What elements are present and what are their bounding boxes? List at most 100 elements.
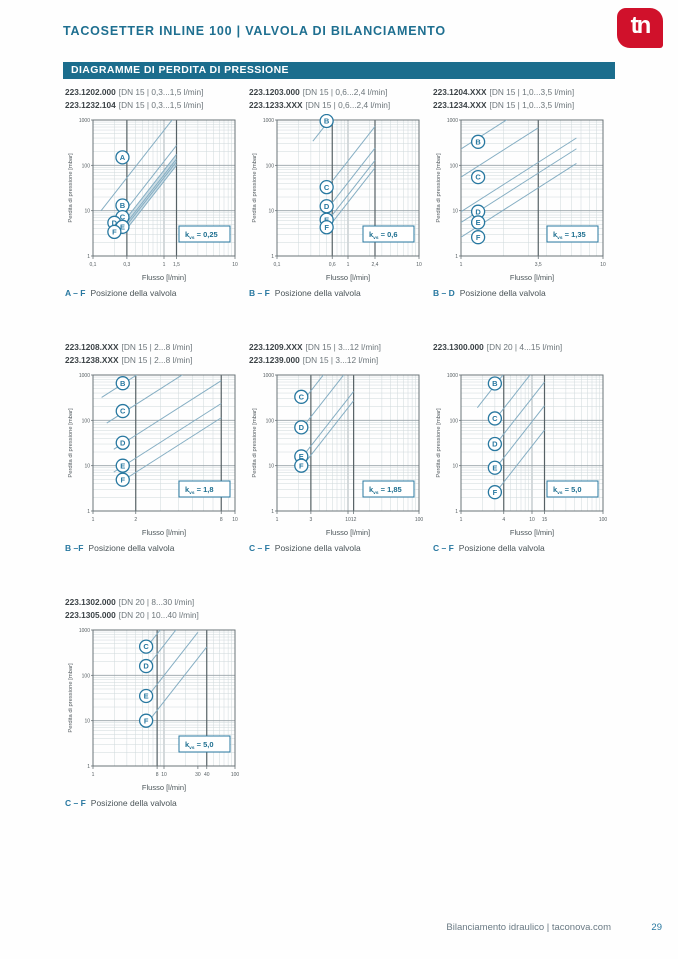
x-tick-label: 40 [204, 772, 210, 778]
valve-position-marker [470, 134, 486, 149]
valve-line-D [461, 137, 577, 213]
product-codes: 223.1300.000 [DN 20 | 4...15 l/min] [433, 341, 615, 369]
valve-position-label: B [324, 117, 330, 126]
product-code-line: 223.1202.000 [DN 15 | 0,3...1,5 l/min] [65, 86, 247, 99]
product-codes: 223.1202.000 [DN 15 | 0,3...1,5 l/min] 223… [65, 86, 247, 114]
x-tick-label: 10 [416, 262, 422, 268]
y-axis-title: Perdita di pressione [mbar] [68, 153, 74, 223]
x-tick-label: 100 [231, 772, 240, 778]
x-tick-label: 10 [232, 262, 238, 268]
x-axis-title: Flusso [l/min] [510, 528, 554, 537]
valve-position-marker [487, 436, 503, 452]
valve-position-marker [138, 639, 154, 654]
product-code-line: 223.1300.000 [DN 20 | 4...15 l/min] [433, 341, 615, 354]
valve-position-marker [319, 220, 334, 235]
caption-text: Posizione della valvola [274, 543, 361, 553]
x-tick-label: 10 [345, 517, 351, 523]
taconova-logo-icon: tn [617, 8, 663, 48]
valve-position-label: E [324, 215, 329, 224]
caption-text: Posizione della valvola [90, 288, 177, 298]
x-axis-title: Flusso [l/min] [326, 273, 370, 282]
chart-caption: C – F Posizione della valvola [65, 798, 247, 808]
y-tick-label: 1 [87, 509, 90, 515]
kvs-badge [178, 735, 231, 753]
y-tick-label: 10 [268, 464, 274, 470]
valve-line-E [495, 405, 545, 469]
chart-caption: B –F Posizione della valvola [65, 543, 247, 553]
x-tick-label: 12 [351, 517, 357, 523]
x-tick-label: 15 [542, 517, 548, 523]
product-spec: [DN 15 | 0,3...1,5 l/min] [118, 100, 204, 110]
valve-line-E [331, 160, 376, 216]
valve-position-marker [138, 658, 154, 674]
chart-caption: A – F Posizione della valvola [65, 288, 247, 298]
product-code: 223.1300.000 [433, 342, 484, 352]
product-spec: [DN 15 | 3...12 l/min] [305, 342, 381, 352]
kvs-badge [178, 480, 231, 498]
caption-valve-range: B – D [433, 288, 455, 298]
caption-text: Posizione della valvola [459, 288, 546, 298]
y-tick-label: 10 [452, 464, 458, 470]
x-tick-label: 100 [415, 517, 424, 523]
valve-position-marker [138, 688, 154, 704]
y-tick-label: 100 [82, 673, 91, 679]
valve-position-marker [115, 472, 130, 487]
x-tick-label: 1 [460, 262, 463, 268]
chart-block: 223.1203.000 [DN 15 | 0,6...2,4 l/min] 223… [247, 86, 431, 298]
valve-position-marker [487, 485, 503, 500]
kvs-value: kvs = 5,0 [553, 485, 582, 496]
product-spec: [DN 15 | 1,0...3,5 l/min] [489, 87, 575, 97]
plot-border [92, 374, 236, 512]
x-tick-label: 2,4 [372, 262, 379, 268]
product-codes: 223.1203.000 [DN 15 | 0,6...2,4 l/min] 223… [249, 86, 431, 114]
valve-line-D [113, 380, 222, 450]
product-spec: [DN 20 | 10...40 l/min] [118, 610, 199, 620]
valve-position-marker [487, 376, 503, 391]
valve-line-B [461, 120, 508, 150]
valve-position-label: E [144, 692, 149, 701]
x-tick-label: 3,5 [535, 262, 542, 268]
pressure-loss-chart: B C D E F kvs = 5,0 1000 100 10 11 4 10 15 100 Perdita… [436, 373, 607, 537]
valve-position-label: F [120, 475, 125, 484]
x-axis-title: Flusso [l/min] [142, 528, 186, 537]
valve-position-label: B [492, 379, 498, 388]
valve-line-F [145, 646, 208, 726]
valve-position-label: F [476, 233, 481, 242]
valve-position-label: B [475, 137, 481, 146]
y-tick-label: 10 [452, 209, 458, 215]
product-code: 223.1238.XXX [65, 355, 119, 365]
y-tick-label: 1000 [447, 373, 458, 379]
x-tick-label: 8 [156, 772, 159, 778]
y-tick-label: 10 [84, 719, 90, 725]
product-code-line: 223.1239.000 [DN 15 | 3...12 l/min] [249, 354, 431, 367]
caption-text: Posizione della valvola [88, 543, 175, 553]
kvs-value: kvs = 0,25 [185, 230, 218, 241]
kvs-value: kvs = 1,35 [553, 230, 586, 241]
valve-position-label: D [143, 662, 149, 671]
valve-position-label: F [112, 228, 117, 237]
product-code: 223.1209.XXX [249, 342, 303, 352]
y-tick-label: 1000 [263, 373, 274, 379]
product-spec: [DN 20 | 4...15 l/min] [486, 342, 563, 352]
valve-position-marker [470, 230, 486, 245]
valve-position-label: C [324, 183, 330, 192]
kvs-value: kvs = 0,6 [369, 230, 398, 241]
y-tick-label: 1 [455, 509, 458, 515]
x-tick-label: 0,1 [90, 262, 97, 268]
chart-block: 223.1209.XXX [DN 15 | 3...12 l/min] 223.12… [247, 341, 431, 553]
y-tick-label: 1 [271, 254, 274, 260]
x-tick-label: 1 [163, 262, 166, 268]
valve-position-label: D [492, 440, 498, 449]
product-spec: [DN 15 | 2...8 l/min] [121, 355, 193, 365]
y-tick-label: 1 [271, 509, 274, 515]
product-code: 223.1233.XXX [249, 100, 303, 110]
product-code: 223.1234.XXX [433, 100, 487, 110]
product-spec: [DN 15 | 0,3...1,5 l/min] [118, 87, 204, 97]
valve-position-label: C [120, 213, 126, 222]
kvs-value: kvs = 1,8 [185, 485, 214, 496]
caption-text: Posizione della valvola [274, 288, 361, 298]
valve-position-label: D [112, 218, 118, 227]
product-code: 223.1305.000 [65, 610, 116, 620]
valve-position-marker [470, 169, 486, 185]
